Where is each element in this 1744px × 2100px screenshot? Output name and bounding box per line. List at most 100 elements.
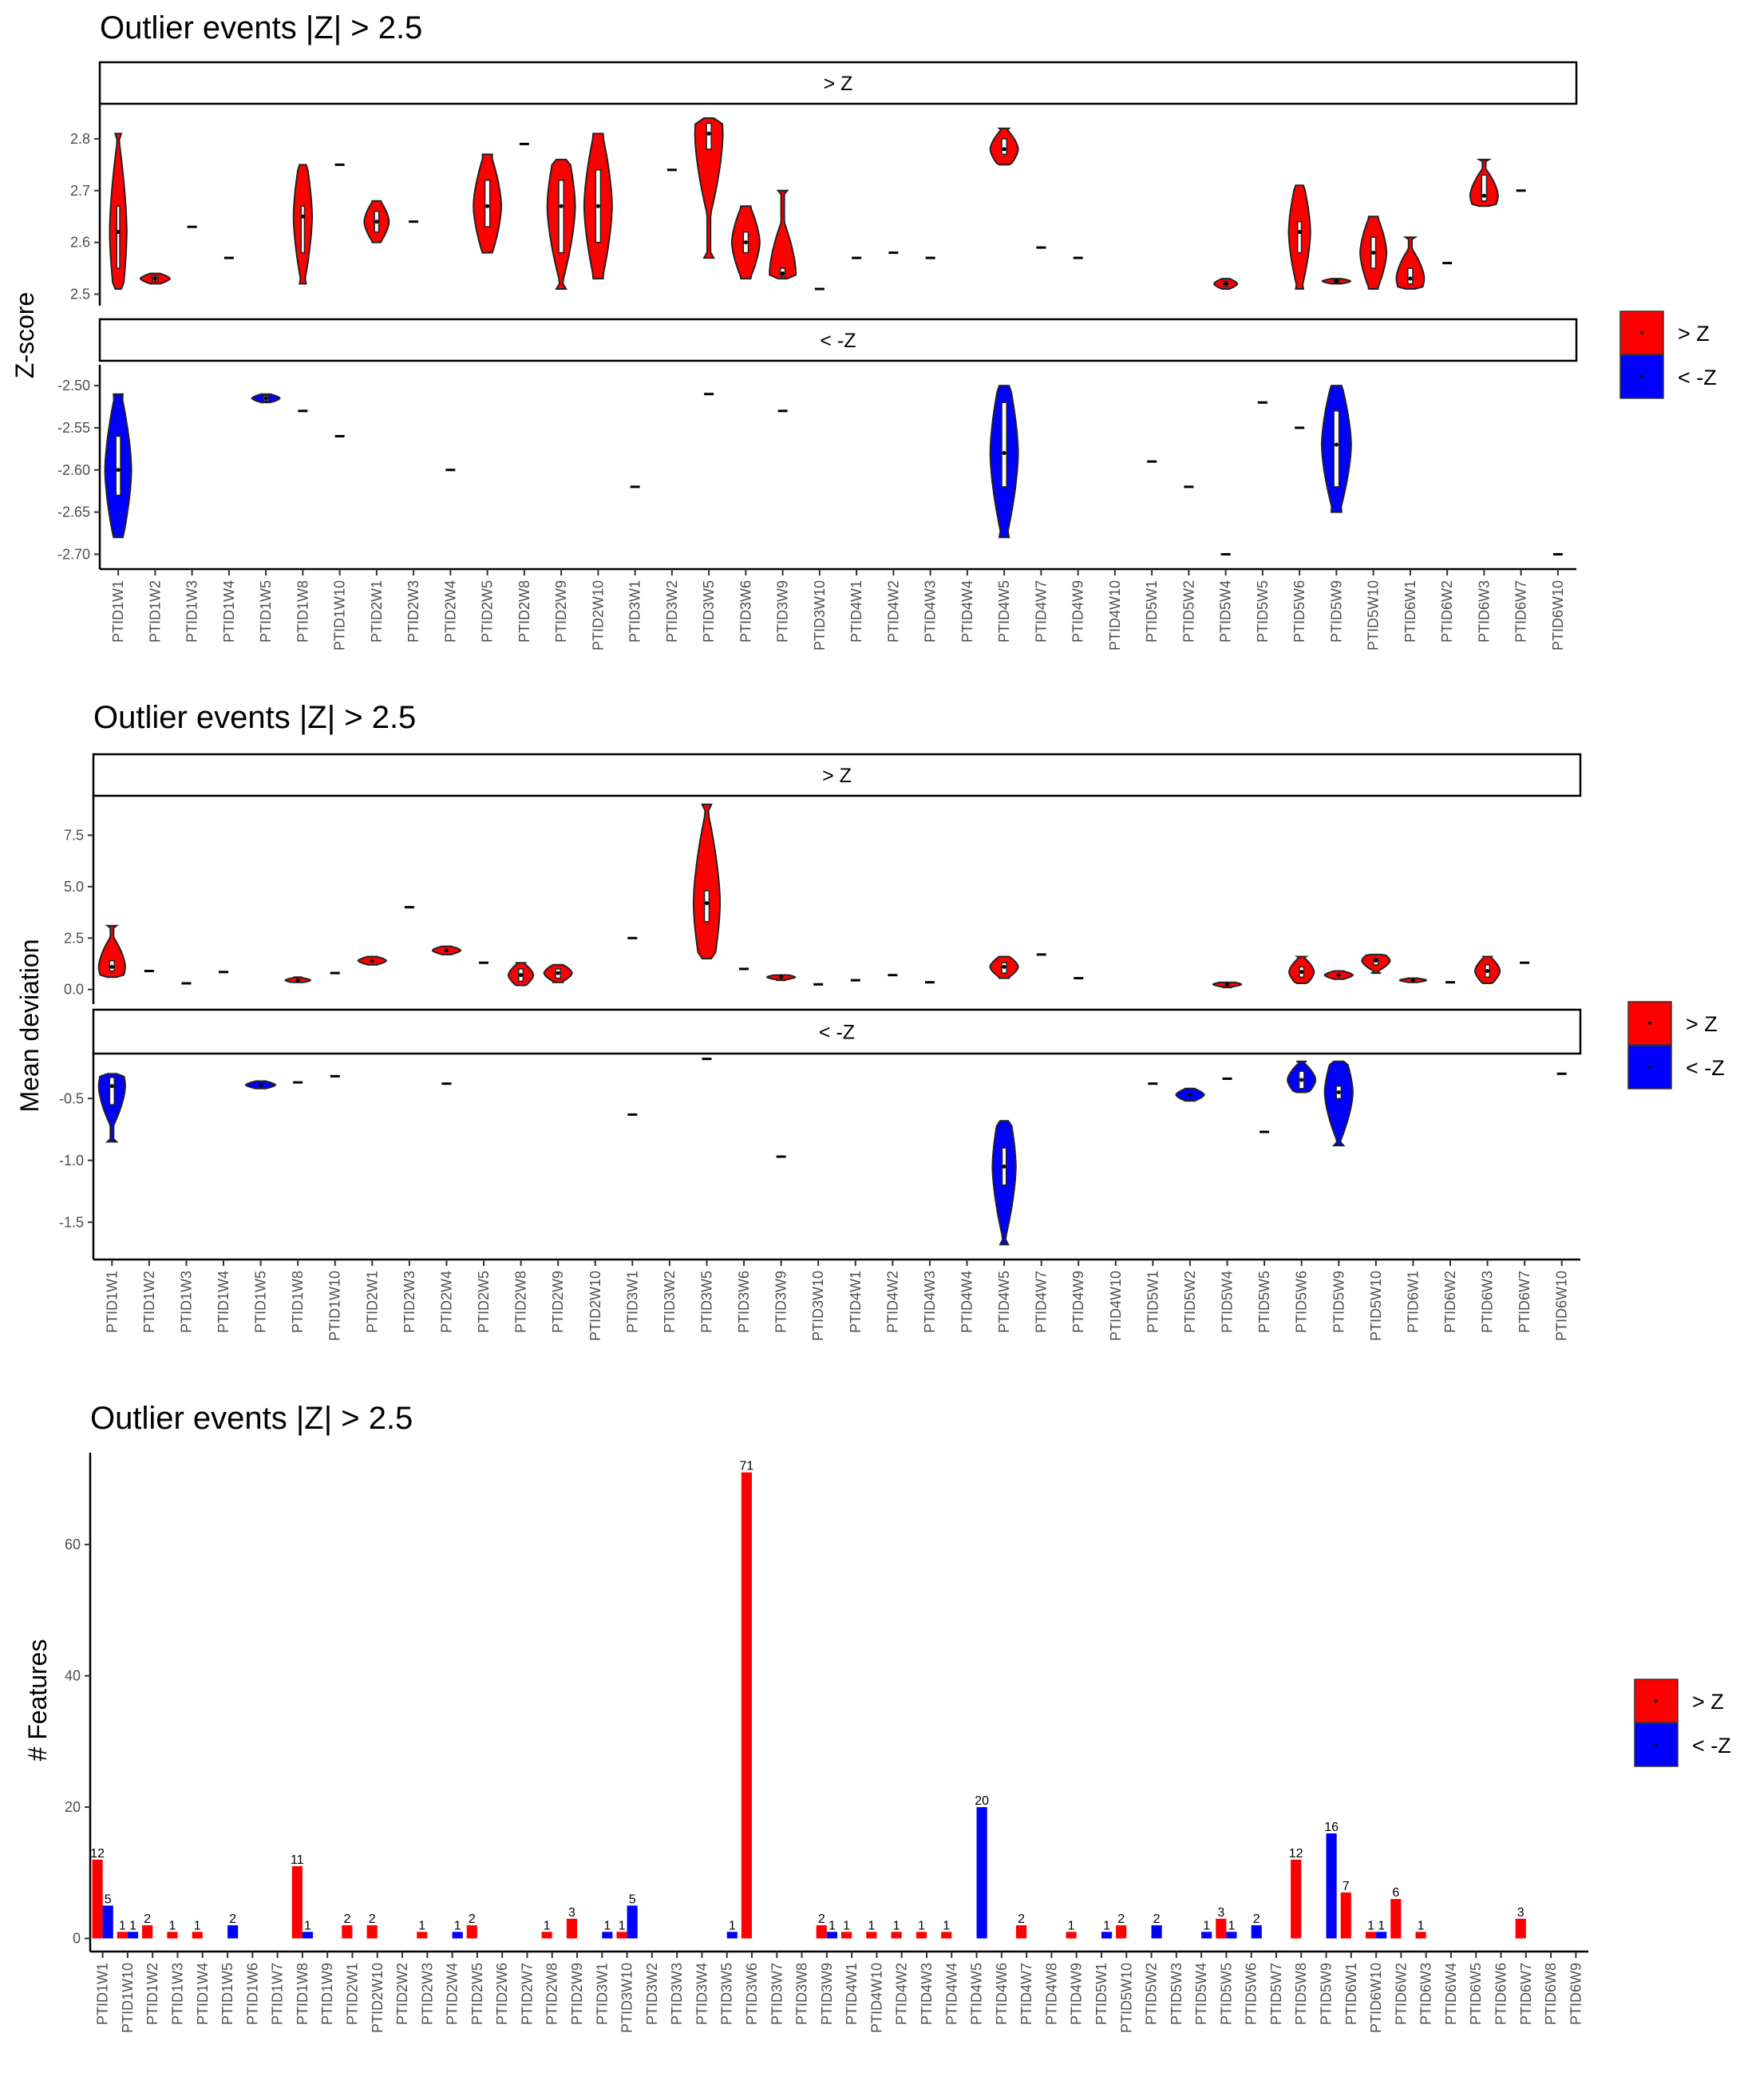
bar-label: 1 <box>1367 1919 1374 1932</box>
x-tick-label-PTID3W4: PTID3W4 <box>694 1963 710 2025</box>
legend-label-0: > Z <box>1678 322 1710 346</box>
chart-title: Outlier events |Z| > 2.5 <box>90 1401 413 1436</box>
x-tick-label-PTID5W4: PTID5W4 <box>1193 1963 1209 2025</box>
x-tick-label-PTID1W1: PTID1W1 <box>95 1963 111 2025</box>
x-tick-label-PTID2W5: PTID2W5 <box>480 580 496 643</box>
y-tick-label: 7.5 <box>64 827 84 843</box>
bar-label: 1 <box>868 1919 875 1932</box>
x-tick-label-PTID3W5: PTID3W5 <box>698 1271 714 1333</box>
x-tick-label-PTID1W4: PTID1W4 <box>195 1963 211 2025</box>
x-tick-label-PTID5W4: PTID5W4 <box>1218 580 1234 643</box>
bar-label: 3 <box>568 1906 575 1920</box>
violin-median-PTID1W5 <box>259 1082 263 1087</box>
violin-median-PTID2W8 <box>519 973 524 978</box>
y-tick-label: 20 <box>65 1799 81 1815</box>
bar-label: 12 <box>90 1847 105 1861</box>
violin-box-PTID1W1 <box>109 1077 115 1105</box>
x-tick-label-PTID6W8: PTID6W8 <box>1543 1963 1559 2025</box>
x-tick-label-PTID3W5: PTID3W5 <box>719 1963 735 2025</box>
x-tick-label-PTID1W8: PTID1W8 <box>290 1271 306 1333</box>
bar-PTID3W10-pos <box>616 1932 627 1939</box>
x-tick-label-PTID6W10: PTID6W10 <box>1368 1963 1384 2033</box>
bar-PTID5W8-pos <box>1291 1859 1302 1939</box>
x-tick-label-PTID3W6: PTID3W6 <box>738 580 753 643</box>
x-tick-label-PTID6W7: PTID6W7 <box>1518 1963 1534 2025</box>
violin-median-PTID3W5 <box>704 900 709 905</box>
legend: > Z < -Z <box>1634 1679 1731 1767</box>
x-tick-label-PTID5W9: PTID5W9 <box>1328 580 1344 643</box>
x-tick-label-PTID5W3: PTID5W3 <box>1169 1963 1184 2025</box>
y-tick-label: 40 <box>65 1668 81 1684</box>
bar-label: 1 <box>843 1919 850 1932</box>
x-tick-label-PTID2W8: PTID2W8 <box>516 580 532 643</box>
violin-median-PTID2W9 <box>556 971 560 975</box>
x-tick-label-PTID5W9: PTID5W9 <box>1331 1271 1347 1333</box>
violin-median-PTID5W2 <box>1188 1093 1192 1097</box>
violin-median-PTID2W10 <box>595 204 600 208</box>
x-tick-label-PTID5W7: PTID5W7 <box>1268 1963 1284 2025</box>
y-tick-label: 60 <box>65 1536 81 1552</box>
violin-median-PTID5W6 <box>1297 230 1302 235</box>
violin-median-PTID5W4 <box>1224 282 1228 287</box>
x-tick-label-PTID4W4: PTID4W4 <box>959 1271 975 1333</box>
x-tick-label-PTID1W7: PTID1W7 <box>270 1963 286 2025</box>
violin-median-PTID5W10 <box>1374 959 1378 963</box>
x-tick-label-PTID1W3: PTID1W3 <box>178 1271 194 1333</box>
x-tick-label-PTID4W7: PTID4W7 <box>1033 580 1049 643</box>
x-tick-label-PTID4W9: PTID4W9 <box>1069 1963 1085 2025</box>
x-tick-label-PTID4W1: PTID4W1 <box>848 580 864 643</box>
violin-median-PTID5W6 <box>1299 970 1304 975</box>
violin-median-PTID5W9 <box>1334 279 1339 283</box>
violin-PTID1W1 <box>97 924 126 979</box>
x-tick-label-PTID4W4: PTID4W4 <box>943 1963 959 2025</box>
x-tick-label-PTID1W5: PTID1W5 <box>219 1963 235 2025</box>
x-tick-label-PTID5W8: PTID5W8 <box>1293 1963 1309 2025</box>
x-tick-label-PTID1W10: PTID1W10 <box>327 1271 343 1341</box>
x-tick-label-PTID3W1: PTID3W1 <box>594 1963 610 2025</box>
x-tick-label-PTID1W2: PTID1W2 <box>147 580 163 643</box>
x-tick-label-PTID5W5: PTID5W5 <box>1255 580 1271 643</box>
violin-box-PTID4W5 <box>1001 401 1007 488</box>
y-tick-label: 0.0 <box>64 982 84 998</box>
x-tick-label-PTID6W7: PTID6W7 <box>1517 1271 1532 1333</box>
x-tick-label-PTID4W2: PTID4W2 <box>894 1963 910 2025</box>
violin-median-PTID2W9 <box>559 204 564 208</box>
bar-label: 1 <box>1203 1919 1210 1932</box>
x-tick-label-PTID2W9: PTID2W9 <box>553 580 569 643</box>
bar-PTID5W5-pos <box>1216 1918 1227 1939</box>
y-tick-label: 2.8 <box>70 131 90 147</box>
facet-strip-label: < -Z <box>819 1022 855 1044</box>
x-tick-label-PTID1W2: PTID1W2 <box>141 1271 157 1333</box>
violin-box-PTID5W9 <box>1333 410 1340 488</box>
legend: > Z < -Z <box>1627 1001 1725 1090</box>
bar-label: 1 <box>418 1919 425 1932</box>
legend-key-dot <box>1655 1743 1658 1746</box>
bar-label: 2 <box>144 1912 151 1926</box>
x-tick-label-PTID2W4: PTID2W4 <box>445 1963 461 2025</box>
bar-PTID4W10-pos <box>866 1932 877 1939</box>
bar-label: 1 <box>828 1919 836 1932</box>
legend-label-0: > Z <box>1686 1012 1718 1036</box>
x-tick-label-PTID1W4: PTID1W4 <box>216 1271 231 1333</box>
y-tick-label: 0 <box>73 1931 81 1947</box>
violin-median-PTID4W5 <box>1002 451 1006 456</box>
x-tick-label-PTID2W3: PTID2W3 <box>419 1963 435 2025</box>
bar-label: 1 <box>119 1919 126 1932</box>
y-axis-title: Mean deviation <box>15 939 44 1112</box>
violin-median-PTID5W9 <box>1334 442 1339 447</box>
bar-label: 2 <box>469 1912 476 1926</box>
x-tick-label-PTID6W1: PTID6W1 <box>1343 1963 1359 2025</box>
bar-label: 2 <box>343 1912 350 1926</box>
bar-PTID5W6-neg <box>1251 1925 1262 1939</box>
bar-label: 2 <box>1117 1912 1125 1926</box>
violin-median-PTID5W6 <box>1299 1078 1304 1082</box>
x-tick-label-PTID3W5: PTID3W5 <box>701 580 717 643</box>
x-tick-label-PTID5W5: PTID5W5 <box>1218 1963 1234 2025</box>
x-tick-label-PTID3W3: PTID3W3 <box>669 1963 685 2025</box>
x-tick-label-PTID1W9: PTID1W9 <box>319 1963 335 2025</box>
bar-PTID2W10-pos <box>366 1925 378 1939</box>
violin-median-PTID2W5 <box>485 204 490 208</box>
x-tick-label-PTID3W10: PTID3W10 <box>812 580 828 651</box>
x-tick-label-PTID2W4: PTID2W4 <box>442 580 458 643</box>
